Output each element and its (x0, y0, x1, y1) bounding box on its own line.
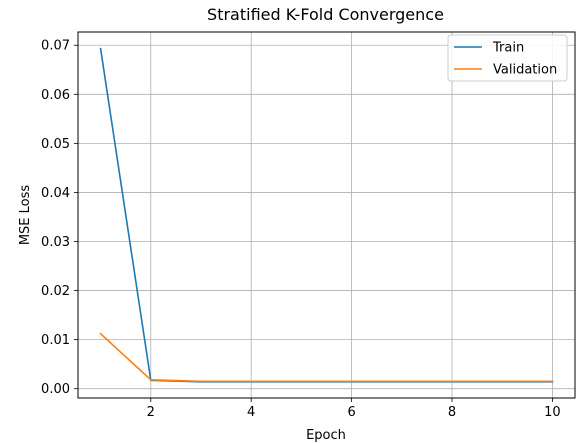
axis-ticks: 2 4 6 8 10 0.00 0.01 0.02 0.03 0.04 0.05 0.06 0.07 (41, 39, 561, 420)
plot-frame (78, 32, 575, 398)
y-tick-label: 0.01 (41, 333, 70, 348)
y-axis-label: MSE Loss (18, 185, 33, 246)
y-tick-label: 0.04 (41, 186, 70, 201)
y-tick-label: 0.02 (41, 284, 70, 299)
x-tick-label: 8 (448, 405, 456, 420)
grid (78, 32, 575, 398)
y-tick-label: 0.05 (41, 137, 70, 152)
x-axis-label: Epoch (306, 428, 346, 443)
series-line-validation (101, 334, 553, 382)
series-group (101, 49, 553, 382)
series-line-train (101, 49, 553, 382)
x-tick-label: 6 (347, 405, 355, 420)
y-tick-label: 0.07 (41, 39, 70, 54)
y-tick-label: 0.00 (41, 382, 70, 397)
y-tick-label: 0.03 (41, 235, 70, 250)
x-tick-label: 4 (247, 405, 255, 420)
legend-label-train: Train (492, 41, 524, 56)
chart-title: Stratified K-Fold Convergence (207, 5, 444, 24)
y-tick-label: 0.06 (41, 88, 70, 103)
x-tick-label: 2 (147, 405, 155, 420)
legend-label-validation: Validation (493, 63, 557, 78)
legend: Train Validation (448, 35, 567, 81)
x-tick-label: 10 (544, 405, 561, 420)
